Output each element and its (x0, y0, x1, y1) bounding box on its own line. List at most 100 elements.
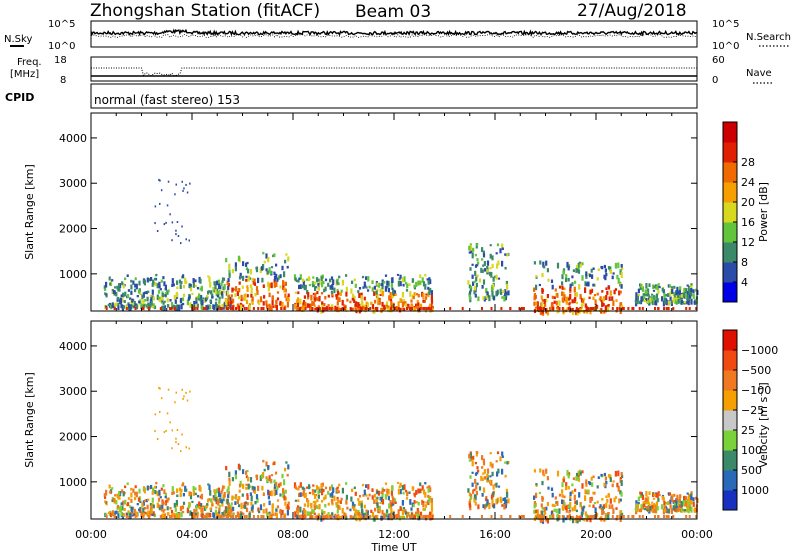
data-cell (215, 291, 218, 297)
data-cell (283, 515, 286, 518)
data-cell (584, 511, 587, 516)
data-cell (181, 505, 185, 510)
data-cell (321, 482, 324, 487)
data-cell (390, 490, 393, 496)
data-cell (255, 266, 258, 270)
data-cell (677, 294, 680, 298)
data-cell (171, 447, 173, 450)
data-cell (235, 287, 238, 291)
data-cell (675, 498, 678, 504)
data-cell (405, 497, 409, 500)
data-cell (656, 284, 659, 290)
data-cell (489, 253, 492, 259)
data-cell (600, 299, 603, 302)
data-cell (541, 507, 544, 510)
data-cell (341, 307, 344, 310)
data-cell (674, 507, 677, 512)
data-cell (612, 300, 615, 306)
data-cell (546, 502, 549, 507)
data-cell (247, 275, 250, 282)
data-cell (182, 274, 185, 279)
data-cell (585, 305, 588, 311)
data-cell (207, 290, 210, 295)
data-cell (581, 483, 584, 489)
data-cell (424, 274, 427, 277)
data-cell (340, 289, 343, 293)
data-cell (499, 248, 502, 254)
data-cell (259, 504, 263, 511)
data-cell (194, 284, 197, 288)
data-cell (313, 507, 317, 510)
data-cell (312, 301, 315, 306)
data-cell (471, 263, 474, 266)
data-cell (330, 276, 334, 280)
data-cell (381, 284, 384, 290)
data-cell (143, 291, 146, 294)
data-cell (188, 239, 190, 242)
data-cell (689, 500, 692, 507)
data-cell (577, 307, 580, 313)
data-cell (228, 477, 231, 481)
data-cell (477, 261, 480, 265)
data-cell (262, 459, 265, 463)
data-cell (317, 278, 320, 282)
colorbar-swatch (723, 330, 737, 351)
data-cell (565, 505, 568, 511)
data-cell (584, 287, 587, 293)
data-cell (397, 515, 400, 518)
data-cell (111, 289, 114, 292)
data-cell (162, 484, 165, 488)
data-cell (665, 502, 668, 505)
data-cell (217, 487, 220, 492)
data-cell (497, 260, 500, 266)
data-cell (147, 302, 150, 308)
data-cell (207, 483, 210, 486)
data-cell (419, 488, 422, 493)
data-cell (643, 508, 646, 511)
data-cell (216, 307, 219, 310)
data-cell (126, 482, 129, 485)
noise-search-line (90, 33, 698, 39)
data-cell (237, 255, 240, 261)
colorbar-tick-label: −25 (741, 404, 764, 417)
data-cell (195, 301, 198, 304)
data-cell (577, 269, 580, 273)
data-cell (220, 499, 224, 504)
x-tick-label: 00:00 (681, 528, 713, 541)
data-cell (346, 506, 349, 510)
data-cell (425, 293, 428, 296)
data-cell (111, 291, 114, 295)
data-cell (383, 304, 386, 309)
data-cell (589, 290, 592, 294)
data-cell (269, 305, 272, 311)
data-cell (358, 287, 362, 290)
data-cell (566, 307, 569, 310)
colorbar-swatch (723, 182, 737, 203)
data-cell (104, 496, 107, 499)
data-cell (404, 301, 407, 305)
data-cell (473, 498, 476, 503)
data-cell (345, 515, 348, 520)
data-cell (474, 478, 477, 484)
data-cell (268, 267, 271, 273)
data-cell (294, 511, 297, 518)
colorbar-tick-label: 20 (741, 196, 755, 209)
data-cell (649, 506, 652, 511)
data-cell (601, 498, 604, 501)
data-cell (609, 290, 612, 296)
y-tick-label: 3000 (59, 385, 87, 398)
data-cell (401, 515, 404, 519)
data-cell (552, 515, 555, 518)
data-cell (668, 492, 671, 496)
data-cell (424, 283, 427, 290)
data-cell (553, 504, 556, 508)
data-cell (230, 300, 233, 305)
data-cell (601, 509, 604, 516)
data-cell (608, 504, 611, 509)
colorbar-swatch (723, 142, 737, 163)
data-cell (265, 253, 268, 259)
data-cell (429, 279, 432, 285)
data-cell (272, 462, 275, 466)
data-cell (350, 496, 353, 502)
data-cell (312, 484, 315, 487)
